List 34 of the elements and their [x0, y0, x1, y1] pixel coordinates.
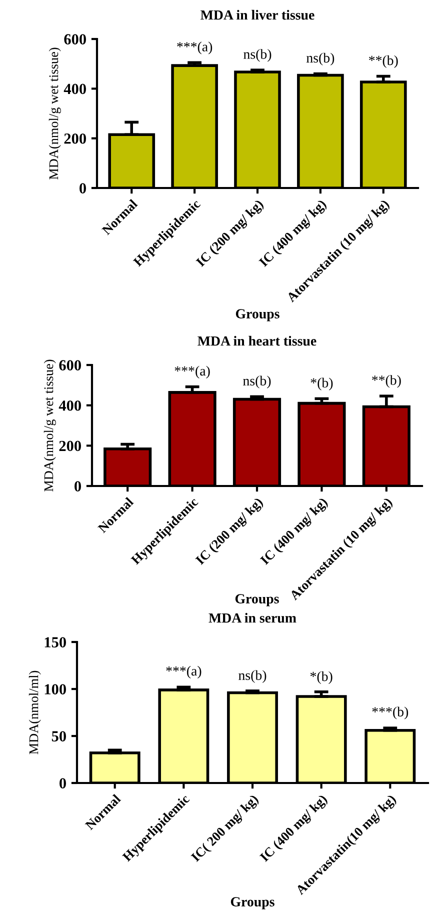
y-axis-title: MDA(nmol/g wet tissue) [44, 360, 56, 492]
annotation: *(b) [310, 671, 332, 684]
y-tick-label: 200 [59, 440, 81, 452]
annotation: ns(b) [306, 52, 334, 66]
y-tick-label: 200 [64, 133, 86, 144]
y-tick-label: 50 [52, 731, 66, 742]
annotation: ***(a) [166, 666, 202, 679]
chart-title: MDA in heart tissue [198, 336, 316, 346]
annotation: **(b) [372, 375, 401, 388]
annotation: ***(a) [174, 366, 210, 378]
annotation: ***(b) [372, 706, 408, 720]
annotation: ***(a) [177, 42, 212, 54]
annotation: *(b) [310, 378, 333, 390]
y-tick-label: 0 [74, 481, 81, 492]
x-tick-label: IC( 200 mg/ kg) [190, 794, 261, 864]
annotation: **(b) [369, 55, 398, 68]
chart-title: MDA in serum [208, 612, 296, 623]
y-tick-label: 400 [58, 400, 81, 411]
y-tick-label: 0 [80, 183, 86, 194]
y-axis-title: MDA(nmol/g wet tissue) [48, 48, 61, 180]
y-tick-label: 600 [59, 360, 81, 370]
y-tick-label: 150 [44, 637, 66, 648]
x-axis-title: Groups [236, 309, 280, 322]
y-axis-title: MDA(nmol/ml) [28, 670, 41, 754]
annotation: ns(b) [238, 670, 266, 683]
y-tick-label: 400 [64, 84, 86, 94]
x-axis-title: Groups [230, 897, 274, 910]
y-tick-label: 100 [44, 684, 66, 694]
x-axis-title: Groups [235, 594, 279, 606]
annotation: ns(b) [243, 376, 271, 388]
annotation: ns(b) [244, 49, 272, 62]
y-tick-label: 600 [64, 34, 86, 44]
y-tick-label: 0 [60, 778, 66, 788]
chart-title: MDA in liver tissue [200, 10, 314, 20]
